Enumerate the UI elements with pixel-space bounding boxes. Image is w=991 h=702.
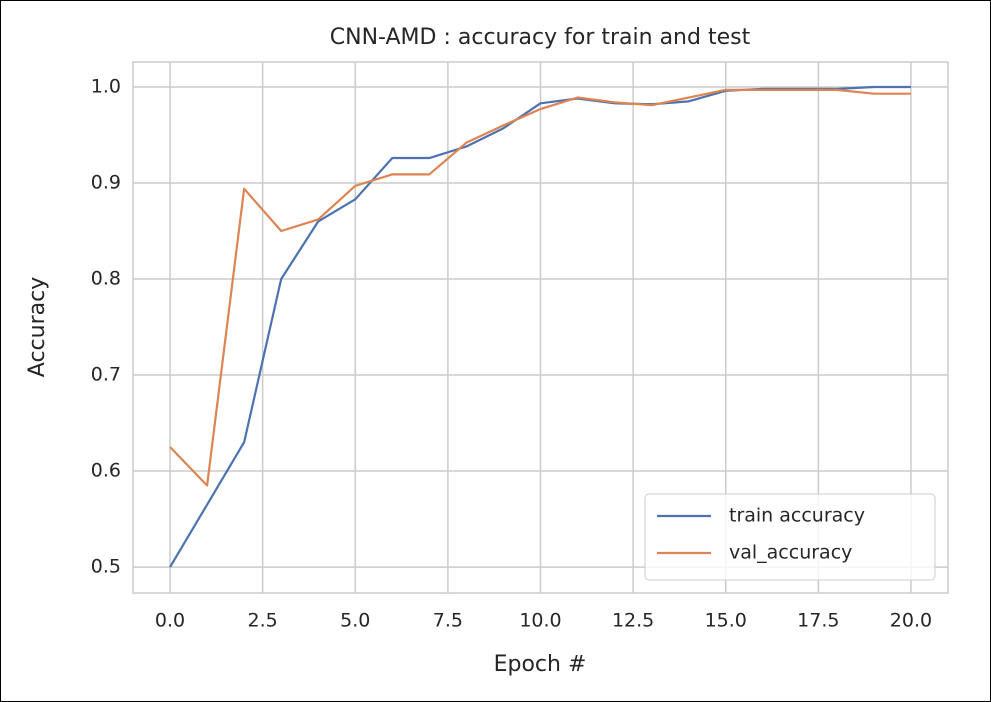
x-tick-label: 7.5 bbox=[433, 610, 463, 632]
x-tick-label: 17.5 bbox=[797, 610, 839, 632]
x-axis-label: Epoch # bbox=[494, 652, 587, 677]
x-tick-label: 0.0 bbox=[155, 610, 185, 632]
x-tick-label: 12.5 bbox=[612, 610, 654, 632]
x-tick-label: 15.0 bbox=[705, 610, 747, 632]
x-tick-label: 5.0 bbox=[340, 610, 370, 632]
y-tick-label: 0.8 bbox=[91, 268, 121, 290]
x-tick-label: 20.0 bbox=[890, 610, 932, 632]
y-tick-label: 0.7 bbox=[91, 364, 121, 386]
y-tick-label: 0.5 bbox=[91, 556, 121, 578]
y-tick-label: 0.6 bbox=[91, 460, 121, 482]
chart-title: CNN-AMD : accuracy for train and test bbox=[330, 25, 751, 50]
x-tick-label: 10.0 bbox=[519, 610, 561, 632]
legend-label: train accuracy bbox=[729, 505, 865, 527]
legend-box bbox=[644, 493, 936, 581]
line-series bbox=[169, 88, 911, 487]
y-tick-label: 1.0 bbox=[91, 75, 121, 97]
legend: train accuracy val_accuracy bbox=[644, 493, 936, 581]
x-tick-label: 2.5 bbox=[248, 610, 278, 632]
plot-area bbox=[132, 61, 949, 594]
y-axis-label: Accuracy bbox=[25, 277, 50, 377]
legend-label: val_accuracy bbox=[729, 542, 852, 564]
y-tick-label: 0.9 bbox=[91, 171, 121, 193]
